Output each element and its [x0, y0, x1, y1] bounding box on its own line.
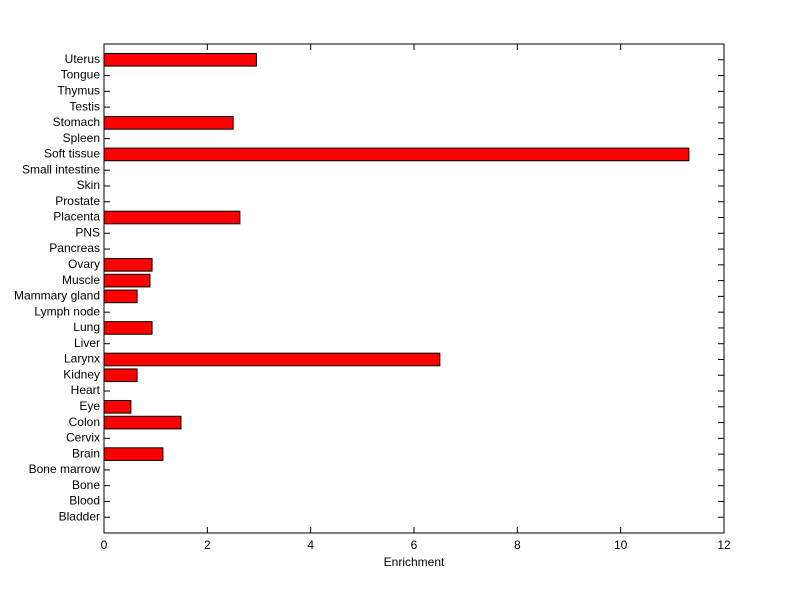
bar [103, 210, 241, 225]
y-tick-label: Thymus [57, 83, 100, 97]
bar [103, 147, 690, 162]
x-tick-label: 6 [411, 538, 418, 552]
x-tick-label: 10 [614, 538, 628, 552]
x-tick-label: 8 [514, 538, 521, 552]
y-tick-label: Muscle [62, 273, 100, 287]
y-tick-label: Spleen [63, 131, 100, 145]
y-tick-label: Mammary gland [14, 289, 100, 303]
y-tick-label: Prostate [55, 194, 100, 208]
bar [103, 52, 257, 67]
y-tick-label: Blood [69, 494, 100, 508]
x-axis-label: Enrichment [384, 555, 445, 569]
y-tick-label: Lymph node [34, 304, 100, 318]
bar [103, 258, 153, 272]
y-tick-label: Eye [79, 399, 100, 413]
y-tick-label: Pancreas [49, 241, 100, 255]
x-tick-label: 0 [101, 538, 108, 552]
bar [103, 352, 441, 367]
y-tick-label: Stomach [53, 115, 100, 129]
y-tick-label: Bone marrow [29, 462, 101, 476]
y-tick-label: Larynx [64, 352, 100, 366]
bar [103, 415, 182, 430]
y-tick-label: Skin [77, 178, 100, 192]
y-tick-label: Ovary [68, 257, 100, 271]
y-tick-label: Cervix [66, 431, 100, 445]
y-tick-label: Placenta [53, 210, 100, 224]
y-tick-label: Testis [69, 99, 100, 113]
y-tick-label: Heart [71, 383, 101, 397]
y-tick-label: Kidney [63, 367, 100, 381]
y-tick-label: Small intestine [22, 162, 100, 176]
bar [103, 321, 153, 335]
x-tick-label: 2 [204, 538, 211, 552]
bar [103, 368, 138, 383]
bar [103, 399, 132, 414]
y-tick-label: Lung [73, 320, 100, 334]
bar [103, 116, 234, 130]
y-tick-label: Uterus [65, 52, 100, 66]
y-tick-label: Bladder [59, 509, 100, 523]
y-tick-label: PNS [75, 225, 100, 239]
bar [103, 447, 164, 461]
y-tick-label: Bone [72, 478, 100, 492]
plot-frame [103, 43, 725, 534]
x-tick-label: 4 [307, 538, 314, 552]
y-tick-label: Tongue [61, 68, 101, 82]
bar [103, 273, 151, 288]
y-tick-label: Liver [74, 336, 100, 350]
y-tick-label: Soft tissue [44, 147, 100, 161]
x-tick-label: 12 [717, 538, 731, 552]
y-tick-label: Colon [69, 415, 100, 429]
y-tick-label: Brain [72, 446, 100, 460]
bar [103, 289, 138, 304]
